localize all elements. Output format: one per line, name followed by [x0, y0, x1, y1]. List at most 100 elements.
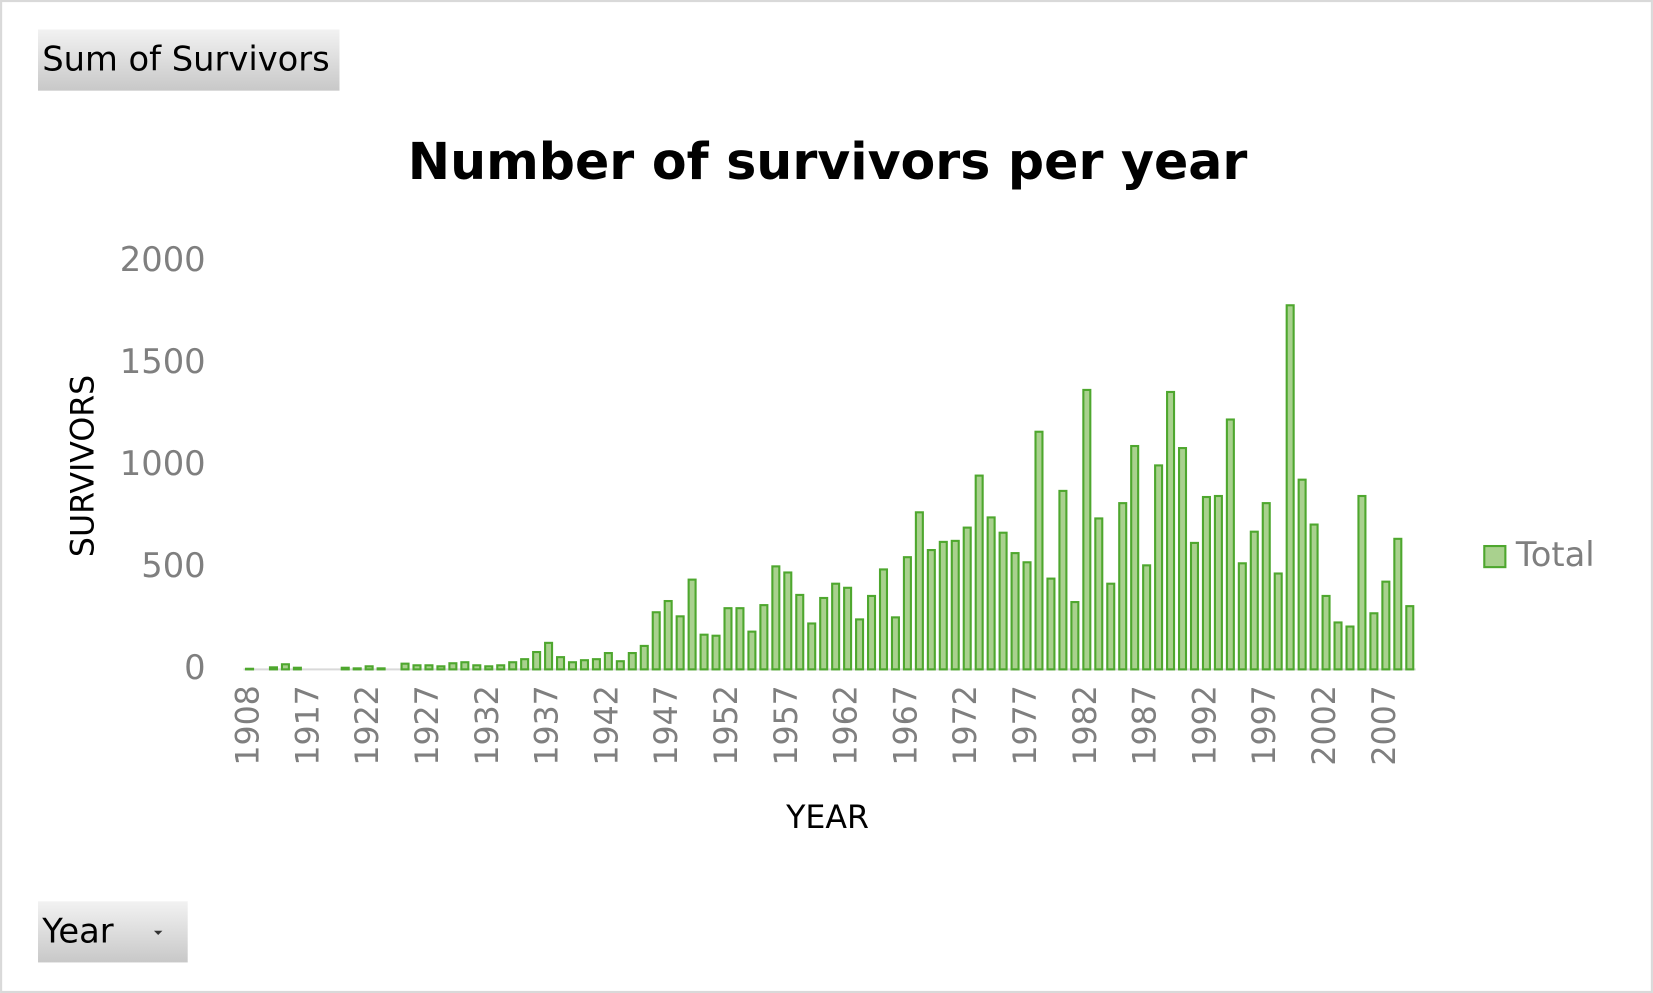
bar: [245, 667, 255, 671]
bar: [460, 661, 470, 671]
bar: [1369, 612, 1379, 671]
bar: [855, 618, 865, 671]
x-tick-label: 1992: [1187, 685, 1223, 765]
button-bg: [38, 29, 340, 91]
bar: [735, 607, 745, 671]
bar: [1405, 605, 1415, 671]
x-tick-label: 1957: [769, 685, 805, 765]
bar: [675, 615, 685, 671]
bar: [1273, 572, 1283, 671]
x-tick-label: 1922: [350, 685, 386, 765]
bar: [579, 659, 589, 671]
bar: [938, 540, 948, 671]
x-tick-label: 1952: [709, 685, 745, 765]
x-tick-label: 2002: [1307, 685, 1343, 765]
bar: [1022, 561, 1032, 671]
bar: [340, 666, 350, 671]
x-tick-label: 1937: [530, 685, 566, 765]
bar: [1393, 537, 1403, 671]
bar: [1010, 552, 1020, 671]
button-bg: [38, 901, 188, 963]
bar: [699, 633, 709, 671]
bar: [986, 516, 996, 671]
bar: [890, 616, 900, 671]
bar: [603, 652, 613, 671]
bar: [998, 531, 1008, 671]
x-axis-title: YEAR: [785, 800, 869, 836]
legend-swatch: [1483, 544, 1507, 569]
bar: [1201, 495, 1211, 671]
bar: [448, 662, 458, 671]
bar: [567, 661, 578, 671]
bar: [819, 596, 829, 671]
bar: [1357, 494, 1367, 671]
bar: [1345, 625, 1355, 671]
bar: [615, 660, 625, 671]
x-tick-label: 1908: [231, 685, 267, 765]
bar: [472, 664, 482, 671]
bar: [1058, 489, 1068, 671]
bar: [436, 665, 446, 671]
bar: [1189, 541, 1200, 671]
bar: [771, 565, 781, 671]
bar: [1321, 594, 1331, 671]
bar: [1046, 577, 1056, 671]
bar: [1177, 447, 1188, 671]
bar: [831, 582, 841, 671]
bar: [1213, 494, 1223, 671]
x-tick-label: 1977: [1008, 685, 1044, 765]
bar: [1237, 562, 1247, 671]
bar: [280, 663, 290, 671]
bar: [1297, 478, 1307, 671]
bar: [843, 586, 853, 671]
values-field-button[interactable]: Sum of Survivors: [38, 29, 340, 91]
button-label: Year: [41, 911, 114, 950]
bar: [866, 594, 877, 671]
bar: [795, 593, 805, 671]
bar: [711, 634, 721, 671]
bar: [783, 571, 793, 671]
bar: [1381, 580, 1391, 671]
y-axis-title: SURVIVORS: [65, 375, 101, 557]
bar: [687, 578, 697, 671]
bar: [914, 511, 924, 671]
bar: [723, 607, 733, 671]
x-tick-label: 1972: [948, 685, 984, 765]
bar: [520, 658, 530, 671]
x-tick-label: 1987: [1128, 685, 1164, 765]
bar: [1118, 502, 1128, 671]
bar: [591, 658, 601, 671]
bar: [878, 568, 889, 671]
bar: [926, 548, 936, 671]
bar: [1309, 523, 1319, 671]
bar: [639, 644, 649, 671]
x-tick-label: 2007: [1367, 685, 1403, 765]
y-tick-label: 0: [184, 648, 205, 687]
x-tick-label: 1967: [888, 685, 924, 765]
x-tick-label: 1997: [1247, 685, 1283, 765]
bar: [1225, 418, 1235, 671]
bar: [556, 656, 566, 671]
axis-field-button[interactable]: Year: [38, 901, 188, 963]
y-tick-label: 500: [141, 546, 205, 585]
y-tick-label: 1500: [120, 342, 206, 381]
bar: [627, 652, 637, 671]
bar: [759, 604, 769, 671]
bar: [974, 474, 984, 671]
bar: [1082, 388, 1092, 671]
chart-title: Number of survivors per year: [408, 132, 1248, 191]
bar: [1094, 517, 1104, 671]
bar: [1333, 621, 1343, 671]
bar: [1106, 582, 1116, 671]
bar: [508, 661, 518, 671]
bar: [424, 664, 434, 671]
bar: [950, 539, 960, 671]
bar: [268, 666, 278, 671]
bar: [376, 667, 386, 671]
bar: [1285, 304, 1295, 671]
x-tick-label: 1927: [410, 685, 446, 765]
x-tick-label: 1947: [649, 685, 685, 765]
bar: [412, 664, 422, 671]
